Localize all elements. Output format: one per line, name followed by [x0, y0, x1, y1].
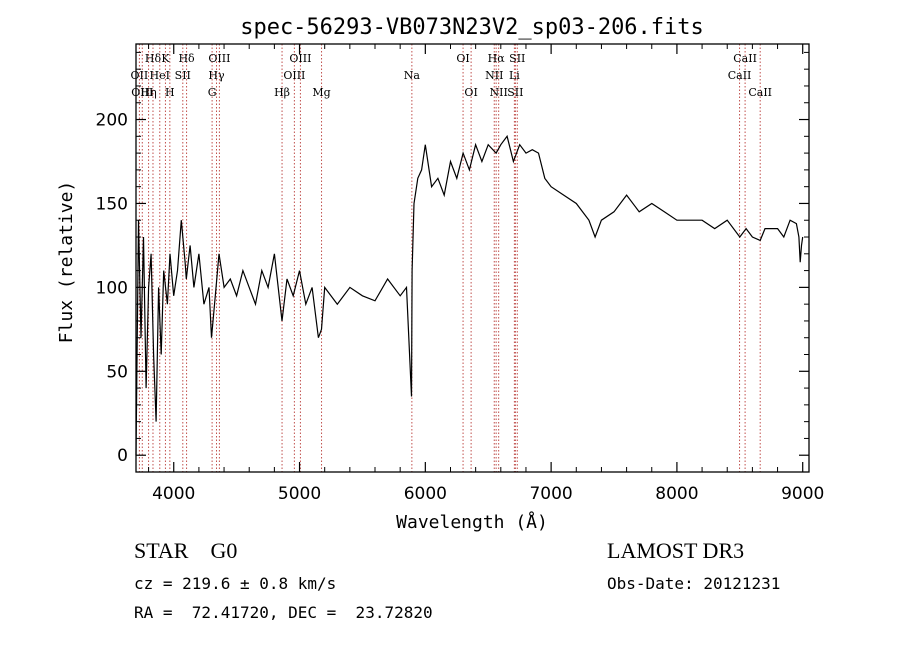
- object-class: STAR G0: [134, 538, 238, 563]
- x-axis-ticks: 4000 5000 6000 7000 8000 9000: [148, 44, 824, 504]
- line-marker-label: OIII: [131, 86, 153, 99]
- obs-date: Obs-Date: 20121231: [607, 574, 781, 593]
- line-marker-label: SII: [175, 69, 191, 82]
- x-axis-label: Wavelength (Å): [396, 511, 548, 533]
- line-marker-label: SII: [509, 52, 525, 65]
- line-marker-label: OIII: [283, 69, 305, 82]
- line-marker-label: Hβ: [274, 86, 290, 99]
- redshift-cz: cz = 219.6 ± 0.8 km/s: [134, 574, 337, 593]
- line-marker-label: CaII: [733, 52, 757, 65]
- line-marker-label: Mg: [312, 86, 330, 99]
- plot-frame: [135, 43, 810, 473]
- line-marker-label: OI: [456, 52, 469, 65]
- line-marker-label: NII: [485, 69, 503, 82]
- line-marker-label: H: [165, 86, 175, 99]
- y-axis-label: Flux (relative): [56, 181, 77, 344]
- line-marker-label: OI: [464, 86, 477, 99]
- x-tick-label: 5000: [278, 484, 321, 504]
- y-axis-ticks: 0 50 100 150 200: [96, 51, 809, 466]
- line-marker-label: OIII: [289, 52, 311, 65]
- y-tick-label: 150: [96, 194, 128, 214]
- y-tick-label: 0: [117, 446, 128, 466]
- line-marker-label: Hδ: [178, 52, 195, 65]
- x-tick-label: 9000: [781, 484, 824, 504]
- line-marker-label: SII: [507, 86, 523, 99]
- line-marker-label: Hα: [488, 52, 506, 65]
- y-tick-label: 200: [96, 111, 128, 131]
- line-marker-label: G: [208, 86, 217, 99]
- line-marker-label: CaII: [748, 86, 772, 99]
- y-tick-label: 50: [106, 362, 128, 382]
- line-marker-label: NII: [490, 86, 508, 99]
- line-marker-label: CaII: [728, 69, 752, 82]
- x-tick-label: 8000: [655, 484, 698, 504]
- emission-line-markers: [138, 44, 761, 472]
- survey-name: LAMOST DR3: [607, 538, 745, 563]
- line-marker-label: Hδ: [145, 52, 162, 65]
- line-marker-label: Hγ: [208, 69, 225, 82]
- line-marker-label: Na: [404, 69, 421, 82]
- y-tick-label: 100: [96, 278, 128, 298]
- x-tick-label: 7000: [529, 484, 572, 504]
- spectrum-line: [135, 134, 804, 456]
- x-tick-label: 4000: [152, 484, 195, 504]
- chart-title: spec-56293-VB073N23V2_sp03-206.fits: [240, 15, 704, 40]
- ra-dec: RA = 72.41720, DEC = 23.72820: [134, 603, 433, 622]
- line-marker-label: Li: [509, 69, 520, 82]
- line-marker-label: K: [161, 52, 170, 65]
- line-marker-label: Hη: [140, 86, 156, 99]
- line-marker-label: HeI: [150, 69, 170, 82]
- line-marker-label: OII: [131, 69, 149, 82]
- line-marker-label: OIII: [208, 52, 230, 65]
- x-tick-label: 6000: [404, 484, 447, 504]
